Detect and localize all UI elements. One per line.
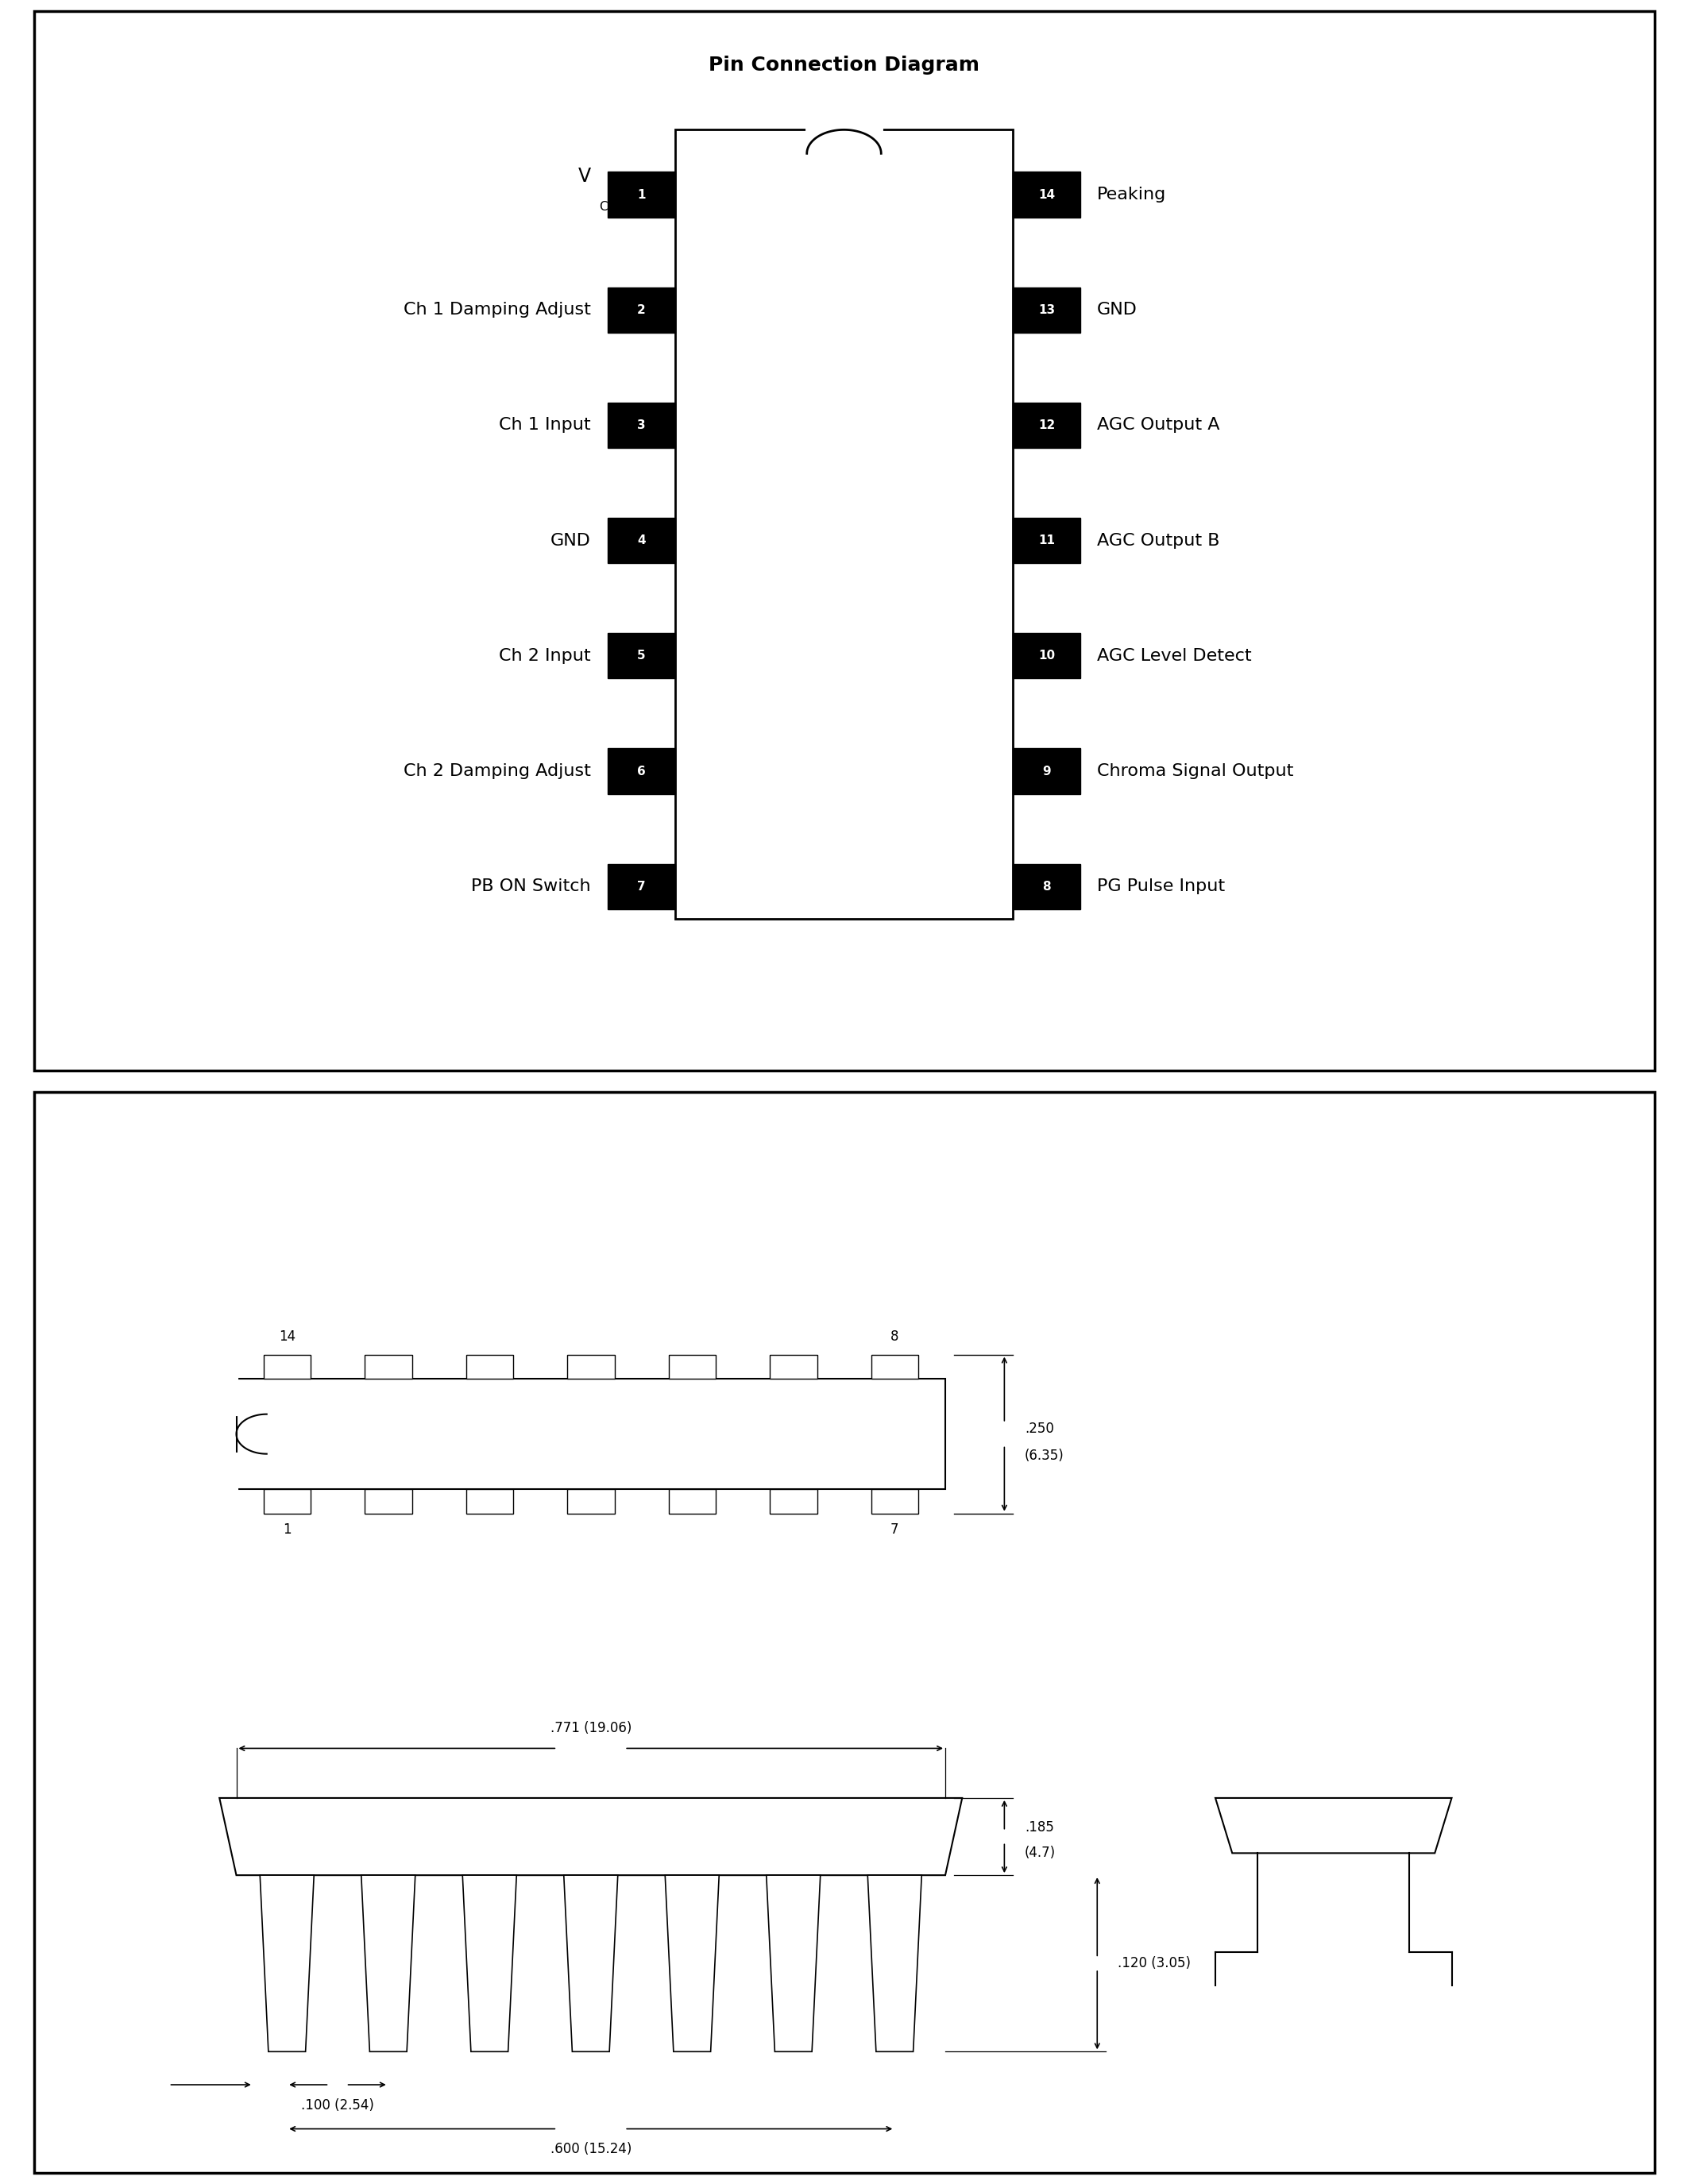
Text: 7: 7 [891,1522,898,1538]
Text: 14: 14 [279,1330,295,1343]
Bar [608,518,675,563]
Bar [871,1354,918,1378]
Text: .100 (2.54): .100 (2.54) [300,2099,375,2112]
Text: (4.7): (4.7) [1025,1845,1055,1861]
Bar [365,1354,412,1378]
Bar [1013,173,1080,216]
Bar [1013,865,1080,909]
Text: .600 (15.24): .600 (15.24) [550,2143,631,2156]
Polygon shape [766,1876,820,2051]
Polygon shape [463,1876,517,2051]
Polygon shape [665,1876,719,2051]
Polygon shape [564,1876,618,2051]
Bar [1013,402,1080,448]
Text: 2: 2 [636,304,647,317]
Text: 1: 1 [284,1522,292,1538]
Text: 5: 5 [638,651,645,662]
Text: Ch 2 Input: Ch 2 Input [500,649,591,664]
Text: 9: 9 [1043,764,1050,778]
Text: CC: CC [599,201,616,214]
Bar [608,749,675,793]
Text: 11: 11 [1038,535,1055,546]
Bar [608,173,675,216]
Bar [770,1489,817,1514]
Bar [1013,288,1080,332]
Text: Ch 2 Damping Adjust: Ch 2 Damping Adjust [403,762,591,780]
Bar [1013,518,1080,563]
Polygon shape [219,1797,962,1876]
Polygon shape [1215,1797,1452,1852]
Text: 1: 1 [638,188,645,201]
Bar [608,288,675,332]
Bar [466,1489,513,1514]
Text: PG Pulse Input: PG Pulse Input [1097,878,1225,895]
Bar [263,1354,311,1378]
Text: 7: 7 [638,880,645,893]
Bar [263,1489,311,1514]
Bar [608,865,675,909]
Text: 13: 13 [1038,304,1055,317]
Text: GND: GND [1097,301,1138,319]
Bar [1013,633,1080,679]
Bar [675,129,1013,919]
Text: (6.35): (6.35) [1025,1448,1063,1463]
Text: AGC Output B: AGC Output B [1097,533,1220,548]
Text: 4: 4 [638,535,645,546]
Bar [871,1489,918,1514]
Bar [770,1354,817,1378]
Text: 12: 12 [1038,419,1055,430]
Polygon shape [260,1876,314,2051]
Text: V: V [577,166,591,186]
Text: .185: .185 [1025,1821,1053,1835]
Text: Peaking: Peaking [1097,186,1166,203]
Text: 14: 14 [1038,188,1055,201]
Bar [608,402,675,448]
Text: Ch 1 Input: Ch 1 Input [500,417,591,432]
Bar [365,1489,412,1514]
Text: Pin Connection Diagram: Pin Connection Diagram [709,55,979,74]
Text: 8: 8 [891,1330,898,1343]
Text: AGC Level Detect: AGC Level Detect [1097,649,1252,664]
Polygon shape [868,1876,922,2051]
Text: 6: 6 [636,764,647,778]
Text: .120 (3.05): .120 (3.05) [1117,1957,1190,1970]
Bar [466,1354,513,1378]
Text: .771 (19.06): .771 (19.06) [550,1721,631,1734]
Text: Ch 1 Damping Adjust: Ch 1 Damping Adjust [403,301,591,319]
Bar [1013,749,1080,793]
Bar [567,1354,614,1378]
Bar [567,1489,614,1514]
Text: Chroma Signal Output: Chroma Signal Output [1097,762,1293,780]
Text: AGC Output A: AGC Output A [1097,417,1220,432]
Text: 10: 10 [1038,651,1055,662]
Text: .250: .250 [1025,1422,1053,1435]
Bar [668,1354,716,1378]
Text: 8: 8 [1043,880,1050,893]
Text: PB ON Switch: PB ON Switch [471,878,591,895]
Bar [668,1489,716,1514]
Bar [236,1378,945,1489]
Polygon shape [361,1876,415,2051]
Text: 3: 3 [638,419,645,430]
Text: GND: GND [550,533,591,548]
Bar [608,633,675,679]
